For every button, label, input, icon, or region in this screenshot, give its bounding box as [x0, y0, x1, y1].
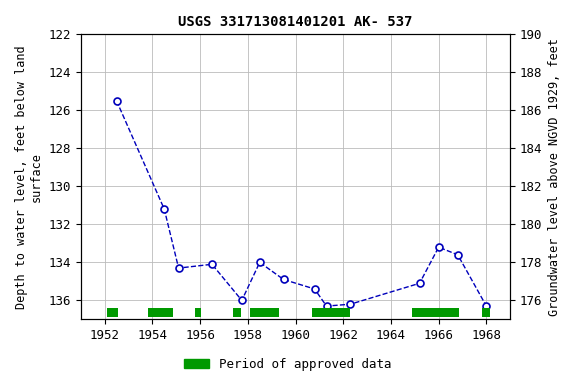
Bar	[233, 308, 241, 317]
Bar	[250, 308, 279, 317]
Bar	[195, 308, 201, 317]
Bar	[412, 308, 459, 317]
Y-axis label: Groundwater level above NGVD 1929, feet: Groundwater level above NGVD 1929, feet	[548, 38, 561, 316]
Bar	[312, 308, 350, 317]
Y-axis label: Depth to water level, feet below land
surface: Depth to water level, feet below land su…	[15, 45, 43, 309]
Bar	[147, 308, 173, 317]
Title: USGS 331713081401201 AK- 537: USGS 331713081401201 AK- 537	[178, 15, 413, 29]
Bar	[482, 308, 490, 317]
Bar	[107, 308, 118, 317]
Legend: Period of approved data: Period of approved data	[179, 353, 397, 376]
